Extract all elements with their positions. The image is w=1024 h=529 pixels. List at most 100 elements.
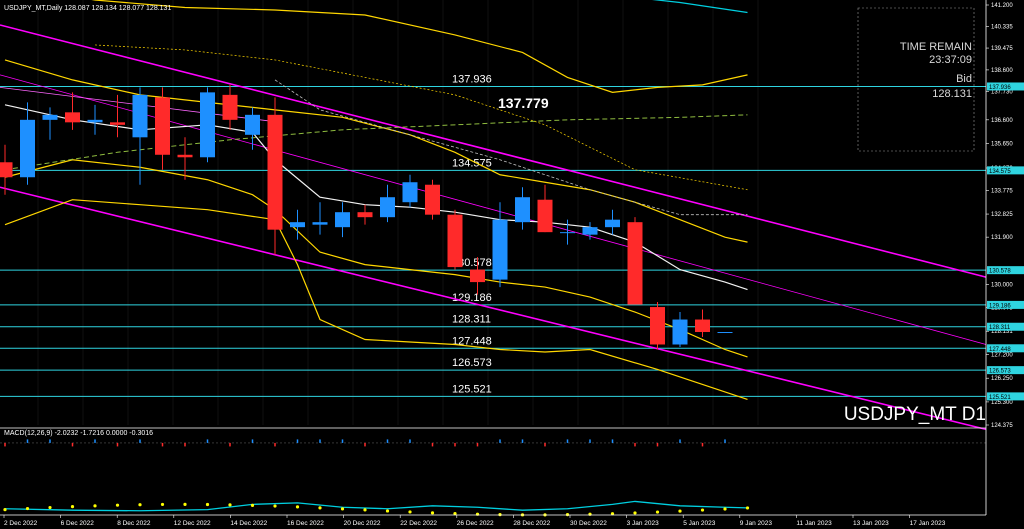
macd-signal-dot bbox=[408, 510, 412, 514]
level-price-tag-label: 137.936 bbox=[989, 85, 1011, 91]
macd-signal-dot bbox=[678, 509, 682, 513]
level-label: 129.186 bbox=[452, 292, 492, 304]
time-tick-label: 2 Dec 2022 bbox=[4, 520, 38, 527]
price-tick-label: 135.650 bbox=[991, 142, 1013, 148]
candle-body bbox=[695, 319, 710, 333]
level-price-tag-label: 134.575 bbox=[989, 169, 1011, 175]
price-axis: 141.200 140.335 139.475 138.600 137.730 136.6… bbox=[985, 0, 1024, 529]
ma-grey-line bbox=[274, 79, 748, 216]
price-tick-label: 125.300 bbox=[991, 400, 1013, 406]
level-price-tag bbox=[987, 322, 1024, 331]
candle-body bbox=[42, 114, 58, 120]
candle-body bbox=[245, 114, 260, 135]
time-remain-panel: TIME REMAIN 23:37:09 Bid 128.131 bbox=[857, 7, 975, 152]
macd-signal-dot bbox=[723, 507, 727, 511]
candle-body bbox=[222, 94, 238, 120]
candle-body bbox=[0, 162, 13, 178]
time-tick-label: 5 Jan 2023 bbox=[683, 520, 716, 527]
macd-signal-dot bbox=[295, 505, 300, 509]
level-label: 127.448 bbox=[452, 335, 492, 347]
candle-body bbox=[492, 219, 508, 280]
level-price-tag bbox=[987, 166, 1024, 175]
candle-body bbox=[627, 222, 643, 305]
macd-signal-dot bbox=[228, 503, 232, 507]
time-remain-value: 23:37:09 bbox=[929, 54, 972, 66]
macd-signal-dot bbox=[70, 505, 75, 509]
time-tick-label: 20 Dec 2022 bbox=[344, 520, 381, 527]
macd-signal-dot bbox=[318, 506, 322, 510]
macd-signal-dot bbox=[340, 507, 345, 511]
level-price-tag-label: 130.578 bbox=[989, 269, 1011, 275]
level-price-tag bbox=[987, 82, 1024, 91]
ma-cyan-line bbox=[651, 0, 748, 14]
band-dotted-line bbox=[94, 44, 748, 191]
macd-main-line bbox=[4, 500, 748, 512]
band-outer-lower-line bbox=[4, 199, 748, 400]
level-price-tag-label: 125.521 bbox=[989, 395, 1011, 401]
candles bbox=[0, 84, 733, 350]
candle-body bbox=[380, 197, 395, 218]
candle-body bbox=[425, 184, 440, 215]
macd-signal-dot bbox=[25, 506, 30, 511]
macd-signal-dot bbox=[250, 503, 255, 507]
price-tick-label: 136.600 bbox=[991, 118, 1013, 124]
time-tick-label: 22 Dec 2022 bbox=[400, 520, 437, 527]
candle-body bbox=[560, 232, 575, 234]
level-price-tag bbox=[987, 266, 1024, 275]
macd-signal-dot bbox=[115, 503, 120, 507]
macd-signal-dot bbox=[363, 508, 367, 512]
price-tick-label: 126.250 bbox=[991, 376, 1013, 382]
candle-body bbox=[447, 214, 463, 268]
macd-signal-dot bbox=[48, 505, 52, 510]
level-label: 126.573 bbox=[452, 357, 492, 369]
candle-body bbox=[470, 269, 485, 283]
candle-body bbox=[582, 227, 598, 235]
channel-upper-line bbox=[0, 24, 987, 278]
channel-lower-line bbox=[0, 186, 987, 431]
time-tick-label: 8 Dec 2022 bbox=[117, 520, 151, 527]
price-tick-label: 124.375 bbox=[991, 423, 1013, 429]
level-price-tag bbox=[987, 392, 1024, 401]
macd-signal-dot bbox=[3, 508, 7, 512]
price-tick-label: 141.200 bbox=[991, 3, 1013, 9]
price-tick-label: 138.600 bbox=[991, 68, 1013, 74]
level-label: 125.521 bbox=[452, 383, 492, 395]
time-tick-label: 26 Dec 2022 bbox=[457, 520, 494, 527]
time-remain-label: TIME REMAIN bbox=[900, 41, 972, 53]
price-tick-label: 139.475 bbox=[991, 46, 1013, 52]
candle-body bbox=[605, 219, 620, 228]
candle-body bbox=[402, 182, 418, 203]
level-price-tag bbox=[987, 366, 1024, 375]
candle-body bbox=[267, 114, 283, 230]
level-label: 128.311 bbox=[452, 314, 491, 326]
candle-body bbox=[312, 222, 328, 225]
macd-signal-dot bbox=[655, 510, 660, 514]
price-tick-label: 137.730 bbox=[991, 90, 1013, 96]
time-tick-label: 11 Jan 2023 bbox=[796, 520, 832, 527]
level-price-tag-label: 127.448 bbox=[989, 347, 1011, 353]
price-tick-label: 128.131 bbox=[991, 329, 1013, 335]
grid bbox=[37, 0, 759, 425]
time-axis: 2 Dec 2022 6 Dec 2022 8 Dec 2022 12 Dec 202… bbox=[0, 514, 986, 527]
level-label: 134.575 bbox=[452, 157, 492, 169]
macd-signal-dot bbox=[93, 504, 97, 508]
price-tick-label: 127.200 bbox=[991, 352, 1013, 358]
current-level-label: 137.779 bbox=[498, 95, 549, 111]
candle-body bbox=[110, 122, 125, 125]
price-axis-bg bbox=[986, 0, 1024, 529]
time-tick-label: 3 Jan 2023 bbox=[627, 520, 660, 527]
level-price-tag-label: 128.311 bbox=[989, 325, 1011, 331]
price-tick-label: 131.900 bbox=[991, 235, 1013, 241]
time-tick-label: 16 Dec 2022 bbox=[287, 520, 324, 527]
bid-value: 128.131 bbox=[932, 88, 972, 100]
time-tick-label: 12 Dec 2022 bbox=[174, 520, 211, 527]
price-tick-label: 133.775 bbox=[991, 188, 1013, 194]
macd-signal-dot bbox=[273, 504, 277, 508]
time-tick-label: 9 Jan 2023 bbox=[740, 520, 773, 527]
bid-label: Bid bbox=[956, 73, 972, 85]
ma-green-line bbox=[4, 114, 748, 171]
candle-body bbox=[87, 119, 103, 123]
